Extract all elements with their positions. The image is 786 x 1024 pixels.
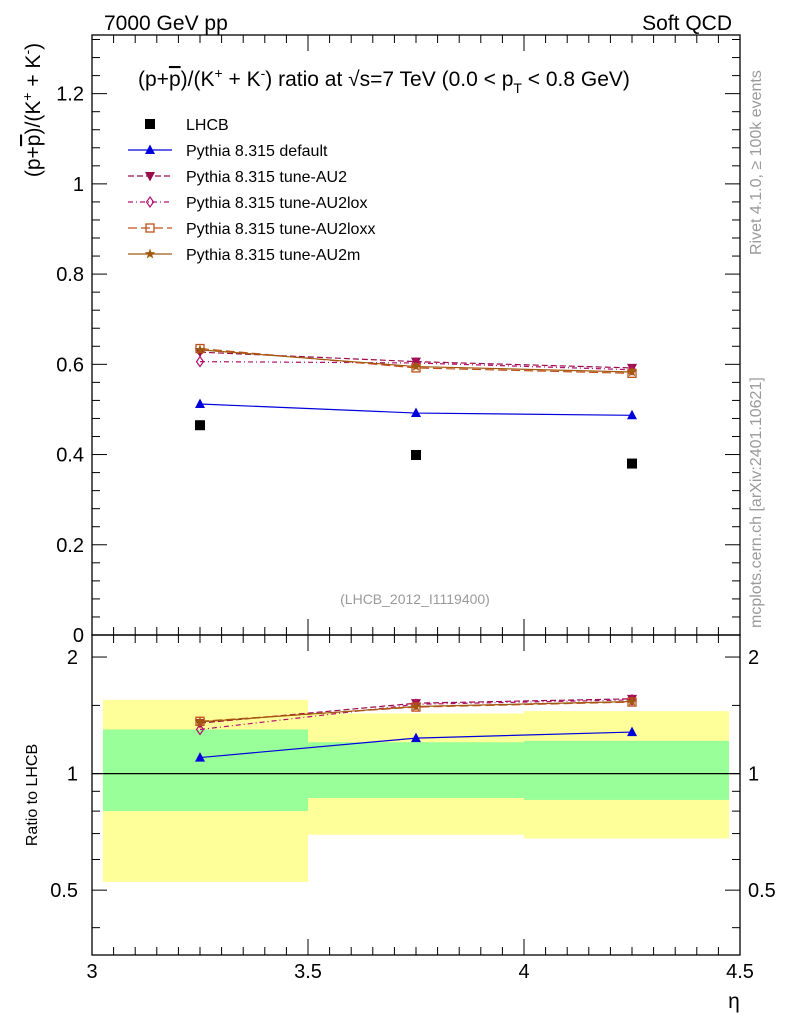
data-point (627, 409, 637, 420)
ratio-point (194, 716, 206, 727)
header-right: Soft QCD (642, 12, 732, 35)
data-point (627, 458, 637, 469)
data-point (411, 450, 421, 460)
y-tick-label: 0.2 (56, 535, 84, 557)
ratio-tick-label-right: 0.5 (748, 880, 776, 902)
data-point (195, 398, 205, 409)
main-axes: 0 0.2 0.4 0.6 0.8 1 1.2 (56, 34, 741, 647)
ratio-point (627, 726, 637, 737)
data-point (411, 407, 421, 418)
ratio-tick-label: 1 (67, 764, 78, 786)
y-tick-label: 0.4 (56, 445, 84, 467)
analysis-tag: (LHCB_2012_I1119400) (340, 591, 490, 607)
ratio-point (626, 696, 638, 706)
y-tick-label: 0.8 (56, 264, 84, 286)
legend-marker (144, 248, 156, 259)
y-tick-label: 1 (73, 174, 84, 196)
ratio-band-green (103, 729, 308, 812)
legend-marker (145, 144, 155, 154)
data-point (194, 344, 206, 355)
legend-label: Pythia 8.315 tune-AU2lox (186, 195, 367, 212)
legend-label: Pythia 8.315 default (186, 143, 328, 160)
data-point (195, 355, 205, 368)
ratio-point (195, 752, 205, 762)
ratio-tick-label-right: 1 (748, 764, 759, 786)
data-point (627, 363, 637, 376)
legend-marker (145, 195, 155, 209)
legend-marker (145, 223, 155, 233)
data-point (410, 361, 422, 372)
rivet-label: Rivet 4.1.0, ≥ 100k events (748, 70, 765, 255)
legend-marker (145, 119, 155, 129)
main-series (194, 343, 638, 469)
x-tick-label: 3 (86, 961, 97, 983)
header-left: 7000 GeV pp (104, 12, 228, 35)
y-tick-label: 0.6 (56, 354, 84, 376)
chart-title: (p+p)/(K+ + K-) ratio at √s=7 TeV (0.0 <… (138, 65, 630, 96)
data-point (626, 366, 638, 377)
ratio-point (410, 701, 422, 711)
ratio-band-green (308, 742, 524, 798)
legend-label: Pythia 8.315 tune-AU2m (186, 247, 360, 264)
ratio-point (411, 732, 421, 743)
ratio-tick-label: 2 (67, 647, 78, 669)
ratio-ylabel: Ratio to LHCB (24, 744, 41, 846)
ratio-band-green (524, 740, 729, 800)
legend: LHCB Pythia 8.315 default Pythia 8.315 tun… (128, 117, 375, 264)
ratio-point (195, 723, 205, 736)
main-ylabel: (p+p)/(K+ + K-) (19, 43, 45, 177)
x-tick-label: 4.5 (726, 961, 754, 983)
legend-label: LHCB (186, 117, 229, 134)
ratio-tick-label: 0.5 (50, 880, 78, 902)
legend-label: Pythia 8.315 tune-AU2 (186, 169, 347, 186)
legend-marker (145, 172, 155, 182)
data-point (195, 420, 205, 431)
mcplots-label: mcplots.cern.ch [arXiv:2401.10621] (748, 377, 765, 628)
x-tick-label: 3.5 (294, 961, 322, 983)
legend-label: Pythia 8.315 tune-AU2loxx (186, 221, 375, 238)
ratio-tick-label-right: 2 (748, 647, 759, 669)
x-tick-label: 4 (518, 961, 529, 983)
ratio-series (194, 693, 638, 762)
y-tick-label: 0 (73, 625, 84, 647)
x-axis-label: η (728, 990, 740, 1013)
y-tick-label: 1.2 (56, 84, 84, 106)
ratio-uncertainty-bands (92, 699, 740, 882)
